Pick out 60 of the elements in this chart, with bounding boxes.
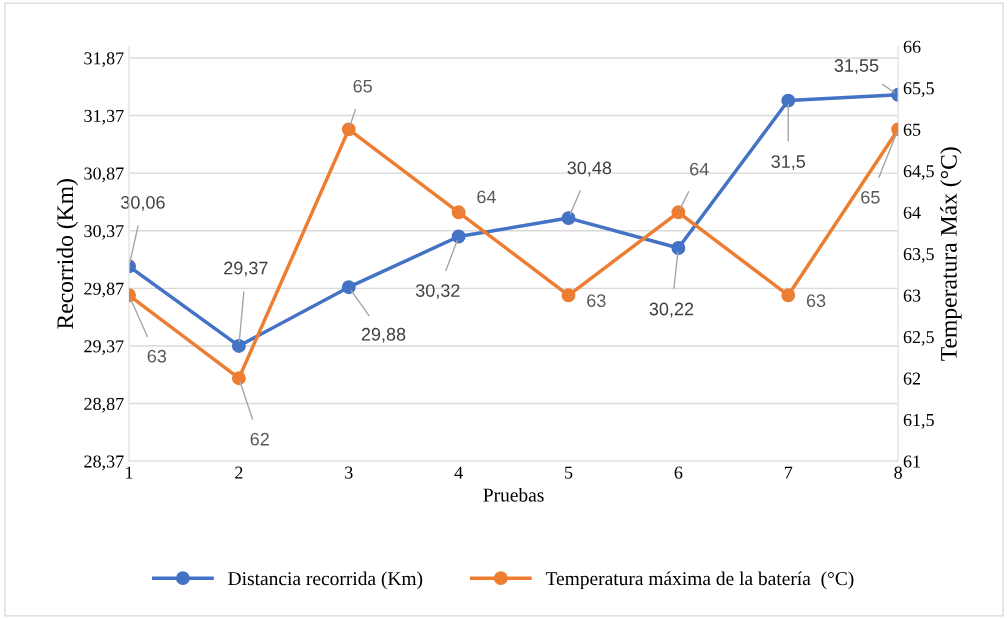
x-tick-label: 6 [674,466,683,479]
legend-label: Temperatura máxima de la batería (°C) [545,571,854,590]
y2-tick-label: 66 [903,40,921,53]
data-label: 30,48 [567,161,612,177]
data-label: 31,5 [771,155,806,171]
point [561,288,576,303]
legend-label: Distancia recorrida (Km) [228,571,423,590]
point [341,280,356,295]
point [231,339,246,353]
data-label: 29,88 [361,327,406,343]
point [781,288,796,303]
y2-tick-label: 62,5 [903,331,934,346]
x-tick-label: 7 [784,466,793,479]
data-label: 29,37 [224,261,268,277]
x-tick-label: 8 [894,466,902,479]
x-tick-label: 4 [454,466,463,479]
y-tick-label: 31,37 [84,109,124,125]
y-tick-label: 31,87 [84,52,124,67]
data-label: 30,32 [415,284,460,300]
data-label: 30,22 [649,302,694,318]
data-label: 62 [250,432,269,446]
x-tick-label: 1 [126,466,133,479]
data-label: 63 [147,349,167,363]
y2-tick-label: 63,5 [903,248,934,263]
point [561,211,576,226]
point [451,229,466,244]
y2-tick-label: 61 [903,455,920,468]
data-label: 64 [477,190,496,204]
y-tick-label: 30,37 [84,225,124,240]
y-tick-label: 29,37 [84,340,124,355]
data-label: 31,55 [834,59,879,75]
y-tick-label: 29,87 [84,282,124,298]
x-tick-label: 2 [235,466,243,479]
y-axis-title: Recorrido (Km) [56,179,78,329]
x-axis-title: Pruebas [483,487,544,502]
point [451,205,466,220]
y-tick-label: 30,87 [84,167,124,183]
point [781,93,796,108]
point [671,241,686,255]
y2-tick-label: 61,5 [903,413,934,429]
data-label: 63 [806,294,826,308]
data-label: 63 [587,294,606,308]
y2-tick-label: 64 [903,206,921,219]
point [341,122,356,137]
x-tick-label: 3 [345,466,353,479]
point [231,371,246,386]
y2-tick-label: 63 [903,289,921,302]
y2-tick-label: 65,5 [903,82,934,97]
y2-tick-label: 65 [903,123,921,136]
y-tick-label: 28,87 [84,397,124,413]
y2-axis-title: Temperatura Máx (°C) [940,147,962,361]
y2-tick-label: 64,5 [903,165,934,180]
data-label: 64 [690,162,709,176]
y-tick-label: 28,37 [84,455,124,471]
point [671,205,686,220]
data-label: 65 [353,79,372,93]
data-label: 30,06 [121,196,165,211]
x-tick-label: 5 [565,466,573,479]
y2-tick-label: 62 [903,372,921,385]
data-label: 65 [861,190,880,204]
